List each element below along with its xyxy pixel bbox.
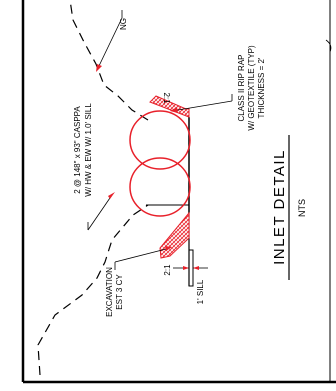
- natural-ground-label: NG: [119, 18, 128, 30]
- pipe-label-line2: W/ HW & EW W/ 1.0' SILL: [84, 103, 93, 197]
- excavation-arrowhead: [165, 246, 172, 251]
- slope-label-top: 2:1: [162, 92, 171, 104]
- slope-label-bottom: 2:1: [163, 264, 172, 276]
- riprap-label-line2: W/ GEOTEXTILE (TYP): [247, 45, 256, 131]
- border-tick: [325, 39, 332, 53]
- pipe-culvert-right: [129, 110, 191, 170]
- natural-ground-line: [37, 0, 149, 376]
- riprap-bottom: [159, 211, 190, 259]
- riprap-label-line3: THICKNESS = 2': [257, 57, 266, 118]
- pipe-label-line1: 2 @ 148" x 93" CASPPA: [73, 106, 82, 194]
- excavation-label-line1: EXCAVATION: [105, 267, 114, 317]
- excavation-label-line2: EST 3 CY: [115, 274, 124, 310]
- sill-label: 1' SILL: [196, 279, 205, 304]
- scale-label: NTS: [297, 199, 307, 217]
- pipe-culvert-left: [129, 157, 191, 217]
- riprap-leader: [171, 100, 233, 112]
- pipe-arrowhead: [108, 192, 115, 199]
- pipe-leader: [87, 194, 113, 231]
- sill-block: [188, 249, 194, 287]
- riprap-top: [149, 95, 190, 118]
- riprap-label-line1: CLASS II RIP RAP: [237, 55, 246, 122]
- detail-title: INLET DETAIL: [271, 149, 288, 265]
- sill-arrow-left: [183, 266, 189, 270]
- ng-leader: [97, 17, 123, 69]
- ng-arrowhead: [96, 64, 102, 72]
- riprap-arrowhead: [170, 107, 178, 113]
- sill-arrow-right: [193, 266, 199, 270]
- excavation-leader: [114, 247, 171, 263]
